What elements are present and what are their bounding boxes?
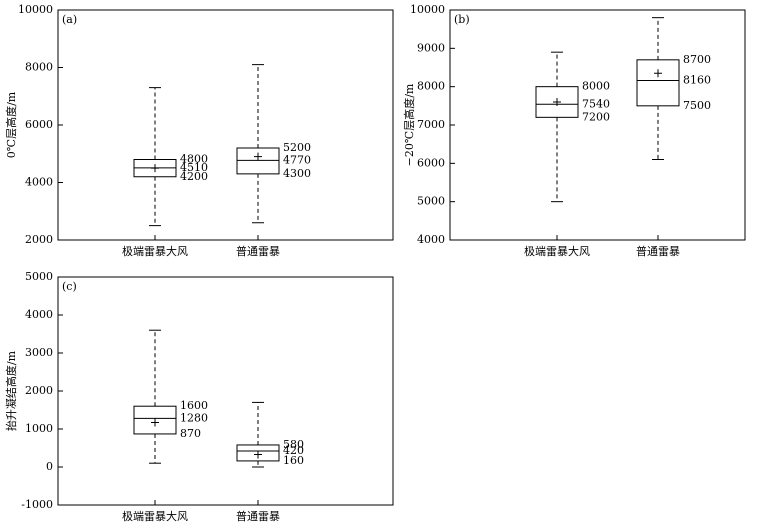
y-axis-label: −20℃层高度/m <box>402 83 416 166</box>
y-tick-label: 3000 <box>25 346 53 359</box>
value-label: 160 <box>283 454 304 467</box>
y-tick-label: 4000 <box>25 308 53 321</box>
value-label: 7200 <box>582 110 610 123</box>
x-tick-label: 普通雷暴 <box>236 509 280 523</box>
x-tick-label: 普通雷暴 <box>636 244 680 258</box>
y-tick-label: 9000 <box>417 41 445 54</box>
x-tick-label: 极端雷暴大风 <box>122 244 188 258</box>
mean-marker <box>151 418 159 427</box>
box <box>636 59 680 107</box>
plot-frame <box>57 9 394 241</box>
x-tick-label: 普通雷暴 <box>236 244 280 258</box>
panel-label: (a) <box>62 13 77 26</box>
value-label: 4200 <box>180 170 208 183</box>
y-axis-label: 0℃层高度/m <box>4 91 18 158</box>
y-tick-label: 6000 <box>417 156 445 169</box>
value-label: 580 <box>283 438 304 451</box>
panel-label: (c) <box>62 280 77 293</box>
mean-marker <box>553 98 561 106</box>
y-axis-label: 抬升凝结高度/m <box>4 350 18 431</box>
value-label: 1600 <box>180 399 208 412</box>
plot-frame <box>449 9 746 241</box>
value-label: 8700 <box>683 53 711 66</box>
value-label: 4770 <box>283 153 311 166</box>
y-tick-label: 7000 <box>417 118 445 131</box>
mean-marker <box>254 152 262 161</box>
y-tick-label: 5000 <box>417 195 445 208</box>
y-tick-label: 6000 <box>25 118 53 131</box>
value-label: 8160 <box>683 74 711 87</box>
value-label: 8000 <box>582 80 610 93</box>
value-label: 7500 <box>683 99 711 112</box>
value-label: 870 <box>180 427 201 440</box>
mean-marker <box>151 164 159 173</box>
y-tick-label: 1000 <box>25 422 53 435</box>
y-tick-label: 4000 <box>25 176 53 189</box>
x-tick-label: 极端雷暴大风 <box>122 509 188 523</box>
value-label: 4510 <box>180 161 208 174</box>
y-tick-label: 5000 <box>25 270 53 283</box>
y-tick-label: 2000 <box>25 384 53 397</box>
y-tick-label: 4000 <box>417 233 445 246</box>
plot-frame <box>57 276 394 506</box>
box <box>236 147 280 175</box>
x-tick-label: 极端雷暴大风 <box>524 244 590 258</box>
box <box>535 86 579 118</box>
y-tick-label: 0 <box>46 460 53 473</box>
value-label: 4300 <box>283 167 311 180</box>
y-tick-label: 8000 <box>25 61 53 74</box>
value-label: 1280 <box>180 411 208 424</box>
y-tick-label: 8000 <box>417 80 445 93</box>
panel-label: (b) <box>454 13 470 26</box>
y-tick-label: -1000 <box>21 498 53 511</box>
y-tick-label: 10000 <box>18 3 53 16</box>
value-label: 420 <box>283 444 304 457</box>
mean-marker <box>654 69 662 78</box>
value-label: 7540 <box>582 97 610 110</box>
y-tick-label: 10000 <box>410 3 445 16</box>
value-label: 5200 <box>283 141 311 154</box>
value-label: 4800 <box>180 153 208 166</box>
y-tick-label: 2000 <box>25 233 53 246</box>
mean-marker <box>254 450 262 459</box>
